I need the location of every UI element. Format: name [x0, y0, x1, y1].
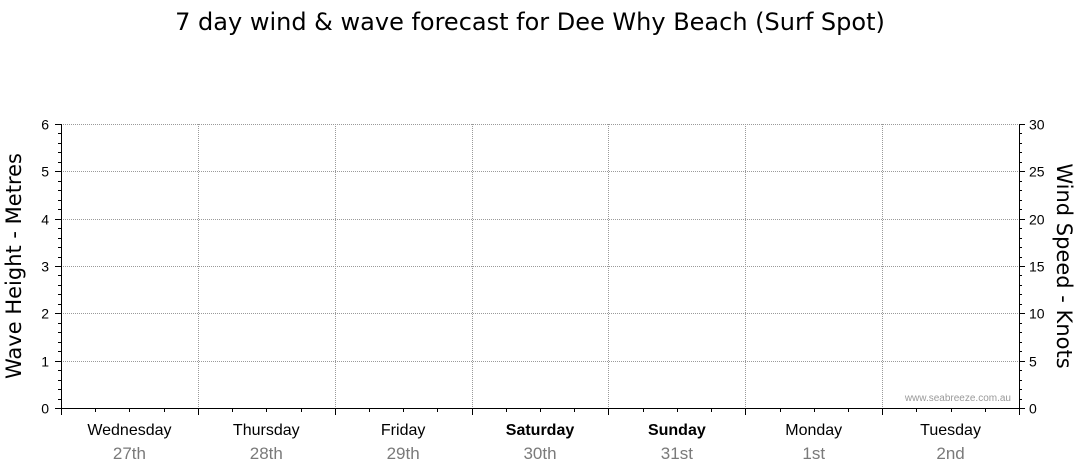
right-axis-ticks: 0 5 10 15 20 25 30	[1019, 117, 1045, 417]
right-tick-label: 10	[1029, 306, 1045, 322]
watermark-text: www.seabreeze.com.au	[904, 393, 1011, 404]
day-labels: Wednesday 27th Thursday 28th Friday 29th Satur…	[87, 422, 981, 463]
right-tick-label: 15	[1029, 259, 1045, 275]
left-tick-label: 3	[41, 259, 49, 275]
day-name-label: Tuesday	[920, 422, 981, 439]
right-tick-label: 5	[1029, 354, 1037, 370]
left-tick-label: 6	[41, 117, 49, 133]
day-date-label: 31st	[661, 444, 693, 463]
left-tick-label: 0	[41, 401, 49, 417]
day-date-label: 29th	[387, 444, 420, 463]
right-tick-label: 25	[1029, 164, 1045, 180]
left-tick-label: 5	[41, 164, 49, 180]
left-tick-label: 4	[41, 212, 49, 228]
right-axis-title: Wind Speed - Knots	[1052, 163, 1076, 368]
day-date-label: 1st	[802, 444, 825, 463]
day-name-label: Wednesday	[87, 422, 171, 439]
left-axis-ticks: 0 1 2 3 4 5 6	[41, 117, 61, 417]
right-tick-label: 0	[1029, 401, 1037, 417]
day-name-label: Monday	[785, 422, 842, 439]
day-date-label: 28th	[250, 444, 283, 463]
day-date-label: 2nd	[936, 444, 964, 463]
right-tick-label: 30	[1029, 117, 1045, 133]
right-tick-label: 20	[1029, 212, 1045, 228]
day-date-label: 27th	[113, 444, 146, 463]
chart-title: 7 day wind & wave forecast for Dee Why B…	[175, 8, 885, 36]
axes	[61, 124, 1020, 415]
left-tick-label: 2	[41, 306, 49, 322]
gridlines	[61, 124, 1019, 408]
day-name-label: Friday	[381, 422, 425, 439]
left-tick-label: 1	[41, 354, 49, 370]
day-date-label: 30th	[523, 444, 556, 463]
day-name-label: Sunday	[648, 422, 706, 439]
left-axis-title: Wave Height - Metres	[2, 153, 26, 379]
day-name-label: Saturday	[506, 422, 575, 439]
day-name-label: Thursday	[233, 422, 300, 439]
